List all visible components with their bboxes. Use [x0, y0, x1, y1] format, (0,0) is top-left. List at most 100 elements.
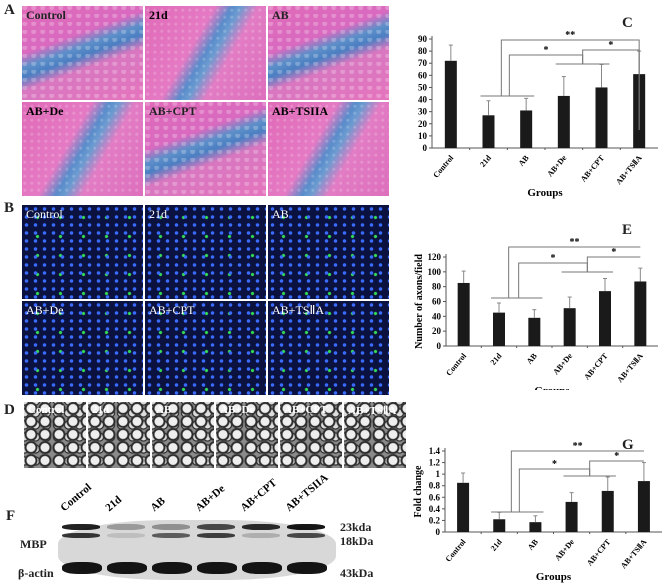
bar-chart-fold-change: 0 0.20.4 0.60.8 11.2 1.4 Control 21d AB AB+De AB+… — [413, 441, 662, 583]
micrograph-tile: AB+CPT — [145, 301, 266, 395]
micrograph-tile: 21d — [145, 205, 266, 299]
tile-label: AB+CPT — [149, 104, 197, 118]
x-tick-label: AB+De — [545, 153, 568, 178]
y-tick-label: 70 — [418, 58, 428, 68]
micrograph-tile: Control — [22, 205, 143, 299]
y-tick-label: 0 — [436, 527, 441, 537]
tile-label: 21d — [149, 8, 168, 22]
micrograph-tile: AB+TSⅡA — [268, 301, 389, 395]
bar — [493, 519, 506, 532]
significance-bracket — [518, 468, 591, 512]
bar — [599, 291, 611, 346]
bar — [637, 481, 650, 532]
micrograph-tile: AB — [268, 205, 389, 299]
x-tick-label: AB+CPT — [579, 153, 607, 184]
lane-label: AB+De — [193, 482, 228, 514]
micrograph-tile: AB+CPT — [280, 402, 342, 468]
x-tick-label: AB+CPT — [585, 537, 613, 568]
significance-marker: ** — [573, 441, 583, 452]
y-tick-label: 1 — [436, 469, 441, 479]
y-tick-label: 1.4 — [429, 446, 441, 456]
bar-chart-cc1: 0 10 20 30 40 50 60 70 80 90 Control 21d AB AB+De AB+C… — [410, 30, 658, 199]
tile-label: Control — [26, 207, 63, 221]
bar — [565, 501, 578, 532]
x-tick-label: 21d — [478, 153, 493, 169]
mbp-23kda-band — [152, 524, 190, 530]
y-tick-label: 40 — [432, 311, 442, 321]
y-tick-label: 10 — [418, 131, 428, 141]
tile-label: AB — [272, 8, 289, 22]
beta-actin-band — [62, 562, 102, 574]
bar — [457, 482, 470, 532]
panel-label-e: E — [622, 222, 633, 238]
y-tick-label: 1.2 — [429, 458, 441, 468]
y-tick-label: 0.8 — [429, 481, 441, 491]
y-tick-label: 40 — [418, 95, 428, 105]
x-axis-label: Groups — [536, 571, 572, 583]
tile-label: Control — [28, 404, 65, 416]
beta-actin-band — [287, 562, 327, 574]
bar — [457, 282, 470, 346]
mbp-23kda-band — [62, 524, 100, 530]
row-label-beta-actin: β-actin — [18, 566, 54, 580]
x-tick-label: Control — [444, 537, 468, 564]
x-tick-label: AB+TSⅡA — [614, 153, 644, 186]
micrograph-tile: AB+TSIIA — [268, 102, 389, 196]
y-axis-label: Fold change — [413, 465, 424, 518]
micrograph-tile: AB+De — [22, 102, 143, 196]
y-tick-label: 80 — [418, 46, 428, 56]
tile-label: AB+TSIIA — [272, 104, 329, 118]
x-tick-label: 21d — [489, 351, 504, 367]
mbp-18kda-band — [107, 533, 145, 538]
bar-chart-axons: 0 20 40 60 80 100 120 Control 21d AB AB+De AB+CPT AB… — [414, 237, 658, 390]
mbp-23kda-band — [197, 524, 235, 530]
micrograph-tile: AB+CPT — [145, 102, 266, 196]
bar — [563, 308, 576, 346]
micrograph-tile: AB+De — [216, 402, 278, 468]
bar — [482, 115, 495, 148]
bar — [444, 60, 457, 148]
beta-actin-band — [242, 562, 282, 574]
row-label-mbp: MBP — [20, 537, 47, 551]
micrograph-tile: AB — [152, 402, 214, 468]
tile-label: AB+De — [26, 104, 64, 118]
y-tick-label: 80 — [432, 282, 442, 292]
bar — [493, 312, 505, 346]
significance-bracket — [508, 246, 641, 298]
beta-actin-band — [152, 562, 192, 574]
bar — [528, 317, 541, 346]
significance-marker: * — [608, 40, 613, 51]
y-tick-label: 0 — [437, 341, 442, 351]
x-axis-label: Groups — [527, 187, 563, 199]
significance-bracket — [582, 49, 640, 130]
y-tick-label: 0.2 — [429, 515, 441, 525]
y-tick-label: 60 — [432, 297, 442, 307]
mbp-18kda-band — [197, 533, 235, 538]
bar — [634, 281, 647, 346]
tile-label: AB — [156, 404, 172, 416]
micrograph-tile: Control — [24, 402, 86, 468]
x-tick-label: AB — [525, 351, 539, 366]
micrograph-tile: AB+De — [22, 301, 143, 395]
panel-label-b: B — [4, 200, 15, 216]
panel-label-c: C — [622, 15, 633, 31]
lane-label: AB — [148, 494, 168, 514]
tile-label: AB+De — [26, 303, 64, 317]
panel-label-a: A — [4, 2, 15, 18]
beta-actin-band — [197, 562, 237, 574]
micrograph-tile: AB+TSⅡA — [344, 402, 406, 468]
y-tick-label: 50 — [418, 82, 428, 92]
tile-label: Control — [26, 8, 66, 22]
significance-marker: ** — [565, 30, 575, 41]
bar — [557, 95, 570, 148]
significance-bracket — [518, 262, 588, 298]
tile-label: AB+CPT — [149, 303, 195, 317]
y-tick-label: 60 — [418, 70, 428, 80]
mbp-18kda-band — [287, 533, 325, 538]
marker-43kda: 43kDa — [340, 566, 374, 580]
y-tick-label: 20 — [432, 326, 442, 336]
mbp-23kda-band — [242, 524, 280, 530]
lane-label: AB+TSIIA — [283, 471, 331, 514]
panel-label-g: G — [622, 437, 634, 453]
